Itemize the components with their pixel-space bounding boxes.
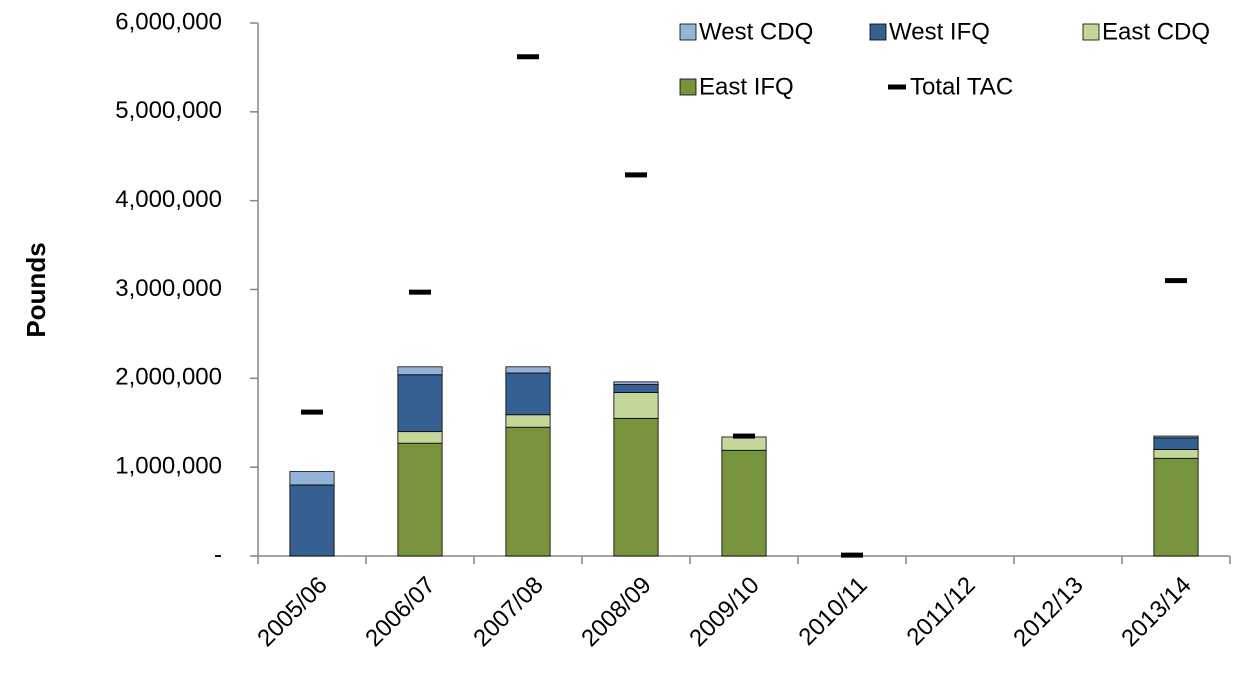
bar-segment [613,384,659,393]
y-tick-label: 5,000,000 [115,97,222,124]
legend-swatch [679,23,697,41]
y-tick-label: 2,000,000 [115,364,222,391]
legend-label: East IFQ [699,73,794,100]
legend-label: West CDQ [699,18,813,45]
y-tick-label: 4,000,000 [115,186,222,213]
bar-segment [1153,435,1199,439]
bar-segment [397,442,443,557]
bar-segment [721,449,767,557]
x-tick-label: 2007/08 [468,572,548,652]
tac-marker [733,433,755,439]
x-tick-label: 2011/12 [902,572,981,651]
x-tick-label: 2009/10 [684,572,764,652]
legend-swatch [888,84,906,90]
x-tick-label: 2012/13 [1008,572,1088,652]
bar-segment [613,417,659,557]
bar-segment [289,484,335,557]
bar-segment [505,372,551,416]
bar-segment [613,381,659,385]
bar-segment [289,471,335,486]
tac-marker [301,409,323,415]
tac-marker [517,54,539,60]
bar-segment [1153,437,1199,450]
x-tick-label: 2010/11 [794,572,873,651]
tac-marker [841,552,863,558]
bar-segment [1153,448,1199,459]
legend-swatch [869,23,887,41]
bar-segment [397,431,443,444]
legend-swatch [1082,23,1100,41]
bar-segment [397,366,443,376]
x-tick-label: 2008/09 [576,572,656,652]
y-axis-label: Pounds [21,242,51,337]
y-tick-label: 6,000,000 [115,8,222,35]
x-tick-label: 2013/14 [1116,572,1196,652]
bar-segment [1153,457,1199,557]
tac-marker [409,289,431,295]
tac-marker [1165,278,1187,284]
bar-segment [505,414,551,428]
x-tick-label: 2006/07 [360,572,440,652]
y-tick-label: - [214,541,222,568]
bar-segment [505,366,551,374]
legend-swatch [679,78,697,96]
legend-label: West IFQ [889,18,990,45]
tac-marker [625,172,647,178]
y-tick-label: 3,000,000 [115,275,222,302]
y-tick-label: 1,000,000 [115,453,222,480]
bar-segment [721,436,767,451]
bar-segment [613,392,659,419]
bar-segment [397,374,443,433]
legend-label: East CDQ [1102,18,1210,45]
bar-segment [505,426,551,557]
x-tick-label: 2005/06 [252,572,332,652]
legend-label: Total TAC [910,73,1013,100]
